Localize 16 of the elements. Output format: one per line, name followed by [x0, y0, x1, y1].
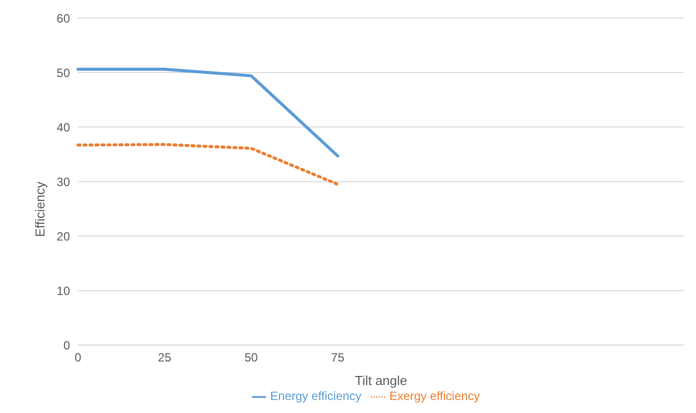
y-tick-label: 40: [56, 120, 70, 134]
y-tick-label: 10: [56, 284, 70, 298]
x-tick-label: 0: [74, 350, 82, 365]
x-tick-label: 50: [244, 350, 258, 365]
y-tick-label: 20: [56, 229, 70, 244]
x-tick-label: 75: [331, 350, 345, 365]
y-tick-label: 0: [63, 338, 70, 352]
x-tick-label: 25: [158, 350, 172, 365]
legend-label: Energy efficiency: [270, 389, 362, 404]
y-tick-label: 50: [56, 66, 70, 80]
y-axis-title: Efficiency: [32, 181, 48, 237]
legend-label: Exergy efficiency: [389, 389, 480, 404]
y-tick-label: 60: [56, 11, 70, 26]
x-axis-title: Tilt angle: [354, 373, 408, 388]
y-tick-label: 30: [56, 174, 70, 189]
line-series: [76, 143, 340, 186]
